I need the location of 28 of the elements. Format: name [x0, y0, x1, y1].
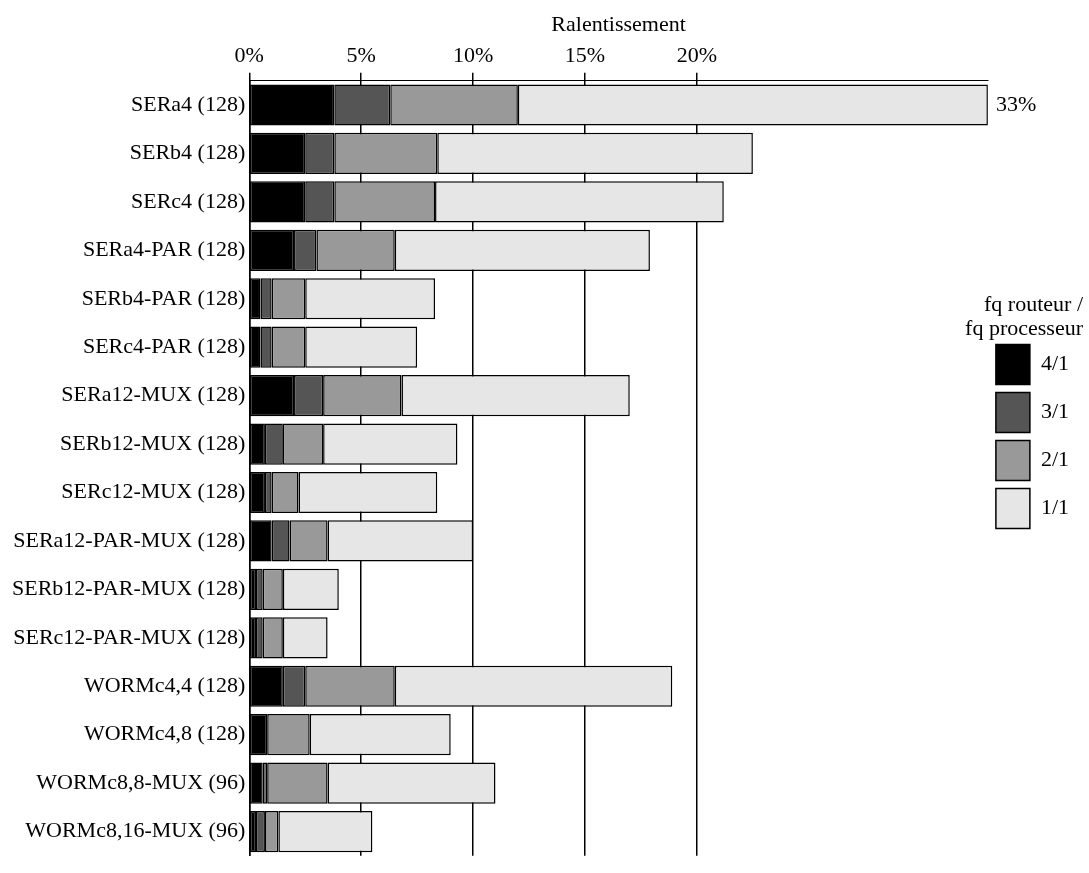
legend-label: 2/1 [1040, 446, 1070, 472]
y-tick-label: SERb4 (128) [129, 139, 246, 165]
y-tick-label: SERc12-MUX (128) [61, 478, 246, 504]
y-tick-label: SERb12-PAR-MUX (128) [11, 575, 246, 601]
y-tick-label: SERb12-MUX (128) [60, 429, 246, 455]
y-tick-label: SERc4 (128) [131, 187, 246, 213]
legend-label: 3/1 [1040, 398, 1070, 424]
annotation: 33% [995, 90, 1037, 116]
y-tick-label: SERa12-MUX (128) [61, 381, 246, 407]
y-tick-label: SERc12-PAR-MUX (128) [13, 623, 246, 649]
x-tick-label: 5% [346, 42, 376, 68]
y-tick-label: WORMc4,4 (128) [83, 672, 246, 698]
y-tick-label: SERa4-PAR (128) [82, 236, 246, 262]
legend-title: fq routeur / fq processeur [965, 290, 1084, 340]
legend-label: 4/1 [1040, 350, 1070, 376]
y-tick-label: SERc4-PAR (128) [82, 332, 246, 358]
y-tick-label: SERa12-PAR-MUX (128) [13, 526, 246, 552]
y-tick-label: WORMc4,8 (128) [83, 720, 246, 746]
legend-label: 1/1 [1040, 494, 1070, 520]
y-tick-label: SERa4 (128) [131, 90, 246, 116]
y-tick-label: WORMc8,16-MUX (96) [25, 817, 246, 843]
x-axis-title: Ralentissement [551, 10, 686, 36]
x-tick-label: 0% [234, 42, 264, 68]
x-tick-label: 15% [564, 42, 606, 68]
x-tick-label: 10% [452, 42, 494, 68]
y-tick-label: WORMc8,8-MUX (96) [36, 768, 246, 794]
x-tick-label: 20% [676, 42, 718, 68]
y-tick-label: SERb4-PAR (128) [81, 284, 246, 310]
